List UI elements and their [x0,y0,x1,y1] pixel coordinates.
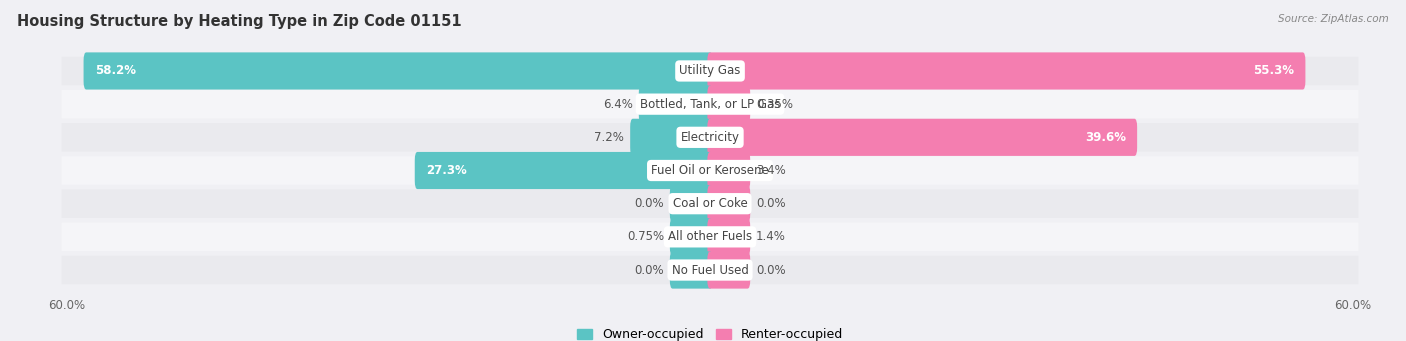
FancyBboxPatch shape [62,256,1358,284]
FancyBboxPatch shape [62,156,1358,185]
Text: 0.0%: 0.0% [634,197,664,210]
Legend: Owner-occupied, Renter-occupied: Owner-occupied, Renter-occupied [576,328,844,341]
Text: 0.75%: 0.75% [627,231,664,243]
FancyBboxPatch shape [638,86,713,123]
FancyBboxPatch shape [707,218,751,255]
FancyBboxPatch shape [62,223,1358,251]
Text: 0.0%: 0.0% [756,197,786,210]
Text: Bottled, Tank, or LP Gas: Bottled, Tank, or LP Gas [640,98,780,110]
Text: Source: ZipAtlas.com: Source: ZipAtlas.com [1278,14,1389,24]
Text: 0.0%: 0.0% [634,264,664,277]
FancyBboxPatch shape [62,189,1358,218]
Text: 27.3%: 27.3% [426,164,467,177]
Text: 0.0%: 0.0% [756,264,786,277]
Text: 7.2%: 7.2% [595,131,624,144]
Text: 3.4%: 3.4% [756,164,786,177]
Text: Coal or Coke: Coal or Coke [672,197,748,210]
FancyBboxPatch shape [62,57,1358,85]
FancyBboxPatch shape [707,152,751,189]
FancyBboxPatch shape [415,152,713,189]
FancyBboxPatch shape [707,86,751,123]
FancyBboxPatch shape [707,119,1137,156]
FancyBboxPatch shape [669,251,713,288]
Text: 58.2%: 58.2% [94,64,136,77]
Text: 55.3%: 55.3% [1253,64,1294,77]
Text: 1.4%: 1.4% [756,231,786,243]
Text: Housing Structure by Heating Type in Zip Code 01151: Housing Structure by Heating Type in Zip… [17,14,461,29]
FancyBboxPatch shape [62,90,1358,118]
Text: Utility Gas: Utility Gas [679,64,741,77]
FancyBboxPatch shape [707,251,751,288]
FancyBboxPatch shape [669,185,713,222]
FancyBboxPatch shape [707,53,1305,90]
FancyBboxPatch shape [707,185,751,222]
FancyBboxPatch shape [669,218,713,255]
FancyBboxPatch shape [83,53,713,90]
Text: Fuel Oil or Kerosene: Fuel Oil or Kerosene [651,164,769,177]
Text: All other Fuels: All other Fuels [668,231,752,243]
FancyBboxPatch shape [630,119,713,156]
Text: 0.35%: 0.35% [756,98,793,110]
Text: 39.6%: 39.6% [1085,131,1126,144]
Text: Electricity: Electricity [681,131,740,144]
FancyBboxPatch shape [62,123,1358,152]
Text: No Fuel Used: No Fuel Used [672,264,748,277]
Text: 6.4%: 6.4% [603,98,633,110]
